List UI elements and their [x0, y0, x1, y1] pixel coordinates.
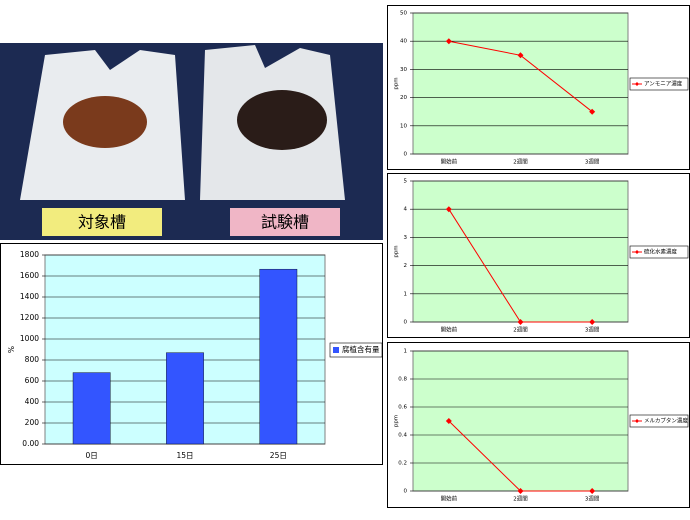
plot-area	[412, 180, 629, 323]
x-tick-label: 0日	[86, 451, 98, 460]
legend-box	[629, 414, 689, 428]
photo-label: 試験槽	[261, 213, 309, 232]
legend-label: メルカプタン濃度	[644, 417, 688, 425]
y-tick-label: 20	[400, 95, 407, 101]
x-tick-label: 3週間	[585, 158, 600, 166]
y-tick-label: 1400	[20, 292, 39, 301]
y-tick-label: 800	[25, 355, 40, 364]
y-tick-label: 0.6	[398, 405, 407, 411]
y-axis-label: ppm	[394, 415, 400, 427]
legend-box	[629, 245, 689, 259]
plot-area	[412, 350, 629, 492]
marker	[589, 319, 596, 325]
x-tick-label: 3週間	[585, 326, 600, 334]
y-tick-label: 0	[404, 320, 408, 326]
marker	[589, 108, 596, 115]
label-box	[42, 208, 162, 236]
y-tick-label: 1800	[20, 250, 39, 259]
photo: 対象槽 試験槽	[0, 43, 383, 240]
y-tick-label: 0.2	[398, 461, 407, 467]
legend-marker	[635, 250, 639, 254]
y-tick-label: 2	[404, 263, 408, 269]
marker	[445, 38, 452, 45]
x-tick-label: 2週間	[513, 326, 528, 334]
marker	[517, 52, 524, 59]
soil	[237, 90, 327, 150]
y-tick-label: 0.00	[22, 439, 39, 448]
legend-box	[629, 77, 689, 91]
marker	[445, 206, 452, 213]
marker	[589, 488, 596, 494]
y-tick-label: 600	[25, 376, 40, 385]
x-tick-label: 2週間	[513, 495, 528, 503]
photo-label: 対象槽	[78, 213, 126, 232]
x-tick-label: 25日	[270, 451, 287, 460]
soil	[63, 96, 147, 148]
x-tick-label: 2週間	[513, 158, 528, 166]
y-tick-label: 4	[404, 207, 408, 213]
y-tick-label: 1	[404, 291, 408, 297]
y-tick-label: 0.8	[398, 377, 407, 383]
x-tick-label: 開始前	[441, 158, 458, 166]
y-tick-label: 1200	[20, 313, 39, 322]
x-tick-label: 3週間	[585, 495, 600, 503]
y-tick-label: 50	[400, 11, 407, 17]
y-axis-label: ppm	[394, 245, 400, 257]
y-tick-label: 3	[404, 235, 408, 241]
y-tick-label: 30	[400, 67, 407, 73]
y-tick-label: 400	[25, 397, 40, 406]
plot-area	[412, 12, 629, 155]
legend-label: アンモニア濃度	[644, 80, 683, 88]
label-box	[230, 208, 340, 236]
y-axis-label: %	[7, 346, 16, 353]
marker	[445, 418, 452, 424]
bar	[72, 372, 111, 445]
y-tick-label: 0.4	[398, 433, 407, 439]
y-tick-label: 1	[404, 349, 408, 355]
y-tick-label: 0	[404, 152, 408, 158]
bar	[259, 268, 298, 445]
legend-label: 硫化水素濃度	[644, 248, 678, 256]
y-tick-label: 10	[400, 123, 407, 129]
x-tick-label: 開始前	[441, 326, 458, 334]
legend-label: 腐植含有量	[342, 344, 380, 354]
y-tick-label: 0	[404, 489, 408, 495]
marker	[517, 319, 524, 325]
legend-box	[329, 342, 383, 358]
marker	[517, 488, 524, 494]
y-tick-label: 40	[400, 39, 407, 45]
y-axis-label: ppm	[394, 77, 400, 89]
y-tick-label: 200	[25, 418, 40, 427]
x-tick-label: 開始前	[441, 495, 458, 503]
legend-marker	[635, 419, 639, 423]
x-tick-label: 15日	[176, 451, 193, 460]
y-tick-label: 1000	[20, 334, 39, 343]
y-tick-label: 1600	[20, 271, 39, 280]
bar	[166, 352, 204, 445]
legend-marker	[635, 82, 639, 86]
legend-swatch	[333, 347, 339, 353]
y-tick-label: 5	[404, 179, 408, 185]
